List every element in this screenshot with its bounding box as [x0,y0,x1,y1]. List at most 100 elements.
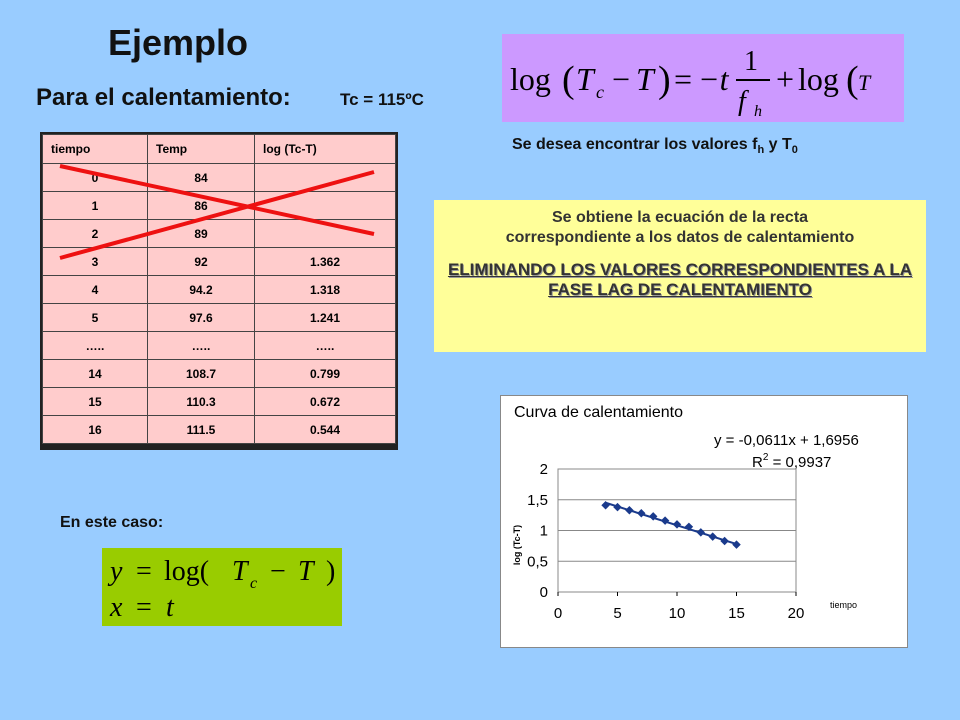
formula-text: h [754,103,762,120]
data-point [696,528,706,537]
table-cell: ….. [42,331,148,360]
table-cell: 0.799 [254,359,396,388]
data-point [648,512,658,521]
table-cell: 97.6 [147,303,255,332]
table-cell: ….. [254,331,396,360]
formula-text: −t [698,61,730,97]
table-row: 14 108.7 0.799 [42,359,396,388]
formula-text: log [510,61,551,97]
formula-text: log [798,61,839,97]
table-cell: 1 [42,191,148,220]
table-row: …..…..….. [42,331,396,360]
table-row: 16 111.5 0.544 [42,415,396,444]
table-cell: 0.544 [254,415,396,444]
formula-text: = [674,61,692,97]
table-header-cell: Temp [147,134,255,164]
formula-text: ( [562,59,575,101]
r2-value: = 0,9937 [768,454,831,471]
y-tick-label: 0 [540,584,548,601]
table-cell [254,219,396,248]
table-cell [254,163,396,192]
table-row: 4 94.2 1.318 [42,275,396,304]
formula-box: log ( T c − T ) = −t 1 f h + log ( T c [502,34,904,122]
formula-text: ) [658,59,671,101]
formula-text: 1 [744,46,758,77]
table-cell: 89 [147,219,255,248]
r2-sup: 2 [763,452,769,463]
formula-text: T [232,556,250,587]
data-point [601,501,610,510]
table-row: 0 84 [42,163,396,192]
goal-sub-0: 0 [791,144,798,157]
formula-text: ) [326,556,335,587]
x-tick-label: 0 [554,605,562,622]
table-cell: 1.241 [254,303,396,332]
table-cell: 2 [42,219,148,248]
table-row: 5 97.6 1.241 [42,303,396,332]
table-cell: ….. [147,331,255,360]
table-cell: 0.672 [254,387,396,416]
table-cell: 92 [147,247,255,276]
formula-text: − [270,556,286,587]
x-tick-label: 5 [613,605,621,622]
table-cell: 1.318 [254,275,396,304]
formula-text: x [109,592,123,623]
section-subtitle: Para el calentamiento: [36,84,291,111]
data-point [660,516,670,525]
data-table: tiempo Temp log (Tc-T) 0 84 1 86 2 89 3 92 1.362… [42,134,396,444]
y-tick-label: 2 [540,461,548,478]
formula-text: log( [164,556,209,587]
table-cell: 110.3 [147,387,255,416]
formula-text: c [596,82,604,102]
variable-definition-formula: y = log( T c − T ) x = t [107,556,335,623]
y-tick-label: 1 [540,523,548,540]
heating-curve-chart: Curva de calentamiento y = -0,0611x + 1,… [512,404,859,622]
y-tick-label: 0,5 [527,553,548,570]
table-header-cell: tiempo [42,134,148,164]
formula-text: ( [846,59,859,101]
case-label: En este caso: [60,514,164,531]
note-line: correspondiente a los datos de calentami… [505,229,855,246]
table-cell: 16 [42,415,148,444]
formula-text: c [250,575,257,592]
table-cell: 84 [147,163,255,192]
x-axis-label: tiempo [830,600,857,610]
note-line: Se obtiene la ecuación de la recta [551,209,809,226]
y-tick-label: 1,5 [527,492,548,509]
table-cell [254,191,396,220]
formula-text: t [166,592,175,623]
data-point [708,532,717,541]
table-cell: 4 [42,275,148,304]
table-cell: 1.362 [254,247,396,276]
r2-label: R [752,454,763,471]
table-cell: 14 [42,359,148,388]
table-cell: 108.7 [147,359,255,388]
goal-text: Se desea encontrar los valores fh y T0 [512,136,798,156]
variable-definition-box: y = log( T c − T ) x = t [102,548,342,626]
goal-sub-h: h [757,144,765,157]
table-cell: 3 [42,247,148,276]
table-row: 3 92 1.362 [42,247,396,276]
formula-text: T [576,61,596,97]
slide-title: Ejemplo [108,22,249,63]
tc-value-label: Tc = 115ºC [340,90,424,109]
table-cell: 15 [42,387,148,416]
formula-text: T [298,556,316,587]
formula-text: + [776,61,794,97]
x-tick-label: 15 [728,605,745,622]
y-axis-label: log (Tc-T) [512,525,522,565]
table-cell: 111.5 [147,415,255,444]
formula-text: T [858,70,872,95]
data-table-container: tiempo Temp log (Tc-T) 0 84 1 86 2 89 3 92 1.362… [40,132,398,450]
table-cell: 5 [42,303,148,332]
x-tick-label: 20 [788,605,805,622]
goal-prefix: Se desea encontrar los valores f [512,136,758,153]
r2-text: R2 = 0,9937 [752,452,831,471]
table-cell: 0 [42,163,148,192]
formula-text: y [107,556,123,587]
trendline-equation: y = -0,0611x + 1,6956 [714,432,859,449]
table-header-row: tiempo Temp log (Tc-T) [42,134,396,164]
data-point [720,536,729,546]
heating-equation: log ( T c − T ) = −t 1 f h + log ( T c [510,46,872,120]
goal-middle: y T [764,136,792,153]
